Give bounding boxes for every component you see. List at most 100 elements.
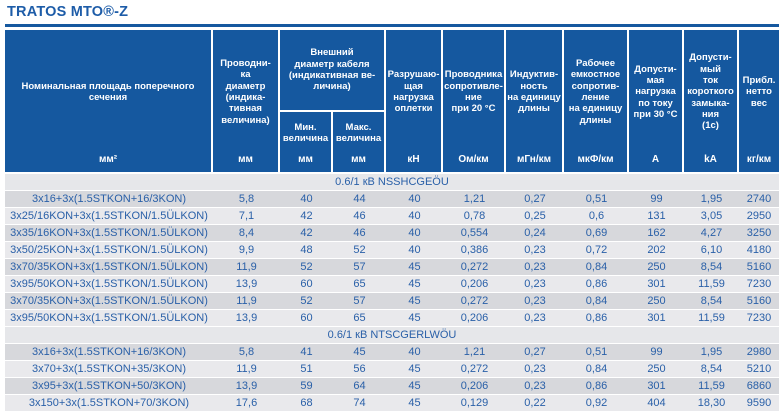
table-cell: 0,86 (585, 312, 608, 324)
table-cell: 11,59 (698, 278, 725, 290)
table-cell: 13,9 (235, 278, 258, 290)
table-cell: 57 (353, 261, 366, 273)
column-label: Мин. величина (282, 121, 329, 144)
title-text: TRATOS MTO®- (7, 4, 120, 20)
table-cell: 11,9 (236, 295, 257, 307)
table-cell: 3x25/16KON+3x(1.5STKON/1.5ÜLKON) (10, 210, 208, 222)
col-header-outer-diameter-group: Внешний диаметр кабеля (индикативная ве-… (280, 30, 386, 172)
table-cell: 13,9 (235, 312, 258, 324)
column-unit: кН (407, 154, 420, 165)
table-cell: 0,206 (460, 380, 489, 392)
table-cell: 42 (300, 227, 313, 239)
table-cell: 46 (353, 227, 366, 239)
table-cell: 2740 (746, 193, 772, 205)
section-heading-row: 0.6/1 кВ NTSCGERLWÖU (5, 327, 779, 343)
table-cell: 48 (300, 244, 313, 256)
column-unit: мм (298, 154, 313, 165)
table-cell: 5160 (746, 261, 772, 273)
table-cell: 2950 (746, 210, 772, 222)
column-unit: мм² (98, 154, 118, 165)
table-row: 3x16+3x(1.5STKON+16/3KON) 5,8 41 45 40 1,21 0,… (5, 344, 779, 360)
table-cell: 3x150+3x(1.5STKON+70/3KON) (28, 397, 190, 409)
table-cell: 1,95 (700, 346, 723, 358)
table-cell: 0,92 (585, 397, 608, 409)
table-cell: 57 (353, 295, 366, 307)
table-cell: 0,386 (460, 244, 489, 256)
table-cell: 0,27 (524, 346, 546, 358)
table-cell: 40 (408, 193, 421, 205)
col-header-inductance: Индуктив- ность на единицу длины мГн/км (506, 30, 564, 172)
table-cell: 0,23 (524, 295, 546, 307)
table-cell: 0,6 (588, 210, 605, 222)
table-cell: 40 (408, 227, 421, 239)
table-cell: 51 (300, 363, 313, 375)
table-cell: 3x70/35KON+3x(1.5STKON/1.5ÜLKON) (10, 261, 208, 273)
col-header-current-rating: Допусти- мая нагрузка по току при 30 °C … (629, 30, 684, 172)
table-cell: 5,8 (238, 346, 255, 358)
table-cell: 7230 (746, 278, 772, 290)
table-cell: 45 (353, 346, 366, 358)
table-row: 3x70/35KON+3x(1.5STKON/1.5ÜLKON) 11,9 52 57… (5, 259, 779, 275)
table-row: 3x50/25KON+3x(1.5STKON/1.5ÜLKON) 9,9 48 52 4… (5, 242, 779, 258)
col-header-conductor-diameter: Проводни- ка диаметр (индика- тивная вел… (213, 30, 280, 172)
table-cell: 0,23 (524, 312, 546, 324)
col-header-net-weight: Прибл. нетто вес кг/км (739, 30, 779, 172)
table-row: 3x25/16KON+3x(1.5STKON/1.5ÜLKON) 7,1 42 46 4… (5, 208, 779, 224)
column-label: Рабочее емкостное сопротив- ление на еди… (568, 57, 623, 126)
col-header-conductor-resistance: Проводника сопротивле- ние при 20 °C Ом/… (443, 30, 506, 172)
table-cell: 99 (650, 346, 663, 358)
table-cell: 0,25 (524, 210, 546, 222)
table-cell: 3x16+3x(1.5STKON+16/3KON) (31, 193, 187, 205)
table-cell: 0,272 (460, 261, 489, 273)
table-cell: 301 (647, 312, 666, 324)
column-unit: мкФ/км (577, 154, 614, 165)
table-cell: 0,84 (585, 295, 608, 307)
table-cell: 40 (408, 210, 421, 222)
table-cell: 45 (408, 278, 421, 290)
table-cell: 45 (408, 312, 421, 324)
group-subcolumns: Мин. величина мм Макс. величина мм (280, 110, 384, 172)
table-cell: 52 (300, 261, 313, 273)
table-cell: 45 (408, 363, 421, 375)
col-header-max-value: Макс. величина мм (331, 112, 384, 172)
table-cell: 60 (300, 312, 313, 324)
table-cell: 60 (300, 278, 313, 290)
table-cell: 3x95/50KON+3x(1.5STKON/1.5ÜLKON) (10, 278, 208, 290)
table-cell: 45 (408, 380, 421, 392)
table-cell: 0,51 (585, 193, 608, 205)
table-cell: 5210 (746, 363, 772, 375)
column-label: Индуктив- ность на единицу длины (507, 69, 561, 115)
table-cell: 0,24 (524, 227, 546, 239)
table-cell: 3x70/35KON+3x(1.5STKON/1.5ÜLKON) (10, 295, 208, 307)
col-header-min-value: Мин. величина мм (280, 112, 331, 172)
table-cell: 3x95/50KON+3x(1.5STKON/1.5ÜLKON) (10, 312, 208, 324)
table-cell: 40 (408, 346, 421, 358)
table-row: 3x150+3x(1.5STKON+70/3KON) 17,6 68 74 45 0,12… (5, 395, 779, 411)
table-cell: 0,129 (460, 397, 489, 409)
table-cell: 11,9 (236, 261, 257, 273)
table-cell: 0,72 (585, 244, 608, 256)
table-cell: 40 (300, 193, 313, 205)
table-cell: 301 (647, 380, 666, 392)
table-cell: 3x50/25KON+3x(1.5STKON/1.5ÜLKON) (10, 244, 208, 256)
table-cell: 0,22 (524, 397, 546, 409)
table-row: 3x95+3x(1.5STKON+50/3KON) 13,9 59 64 45 0,206… (5, 378, 779, 394)
column-label: Допусти- мая нагрузка по току при 30 °C (633, 63, 678, 121)
column-label: Проводника сопротивле- ние при 20 °C (444, 69, 503, 115)
table-cell: 99 (650, 193, 663, 205)
table-cell: 3x70+3x(1.5STKON+35/3KON) (31, 363, 187, 375)
table-cell: 8,54 (700, 295, 723, 307)
table-cell: 0,272 (460, 295, 489, 307)
table-row: 3x16+3x(1.5STKON+16/3KON) 5,8 40 44 40 1,21 0,… (5, 191, 779, 207)
col-header-short-circuit-current: Допусти- мый ток короткого замыка- ния (… (684, 30, 739, 172)
title-divider (5, 24, 779, 27)
table-row: 3x95/50KON+3x(1.5STKON/1.5ÜLKON) 13,9 60 65… (5, 276, 779, 292)
table-cell: 250 (647, 261, 666, 273)
table-cell: 44 (353, 193, 366, 205)
table-cell: 45 (408, 261, 421, 273)
column-label: Макс. величина (335, 121, 382, 144)
table-cell: 7,1 (238, 210, 255, 222)
table-cell: 9590 (746, 397, 772, 409)
table-cell: 0,84 (585, 363, 608, 375)
table-cell: 0,78 (463, 210, 486, 222)
